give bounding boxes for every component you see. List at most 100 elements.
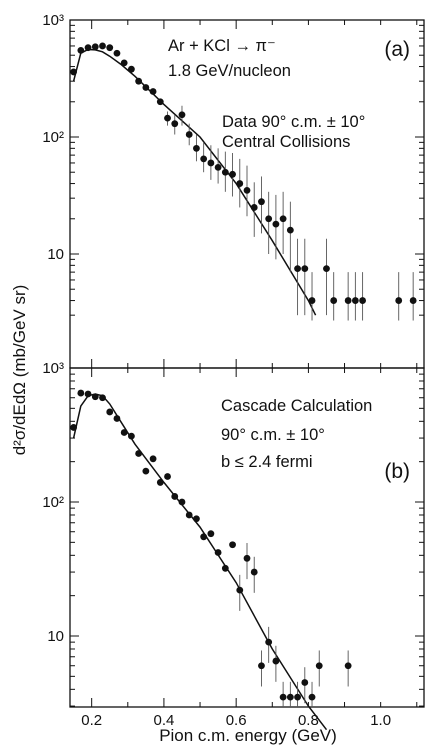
data-point	[221, 168, 229, 176]
data-point	[120, 59, 128, 67]
data-point	[106, 408, 114, 416]
data-point	[243, 554, 251, 562]
data-point	[344, 297, 352, 304]
panel-a-label: (a)	[384, 38, 410, 61]
data-point	[185, 511, 193, 519]
y-axis-title: d²σ/dEdΩ (mb/GeV sr)	[10, 285, 29, 456]
panel-a-annotation-energy: 1.8 GeV/nucleon	[168, 62, 291, 80]
panel-b-border	[69, 367, 425, 708]
data-point	[265, 215, 273, 223]
data-point	[135, 77, 143, 85]
data-point	[164, 114, 171, 122]
data-point	[142, 467, 150, 475]
model-curve	[72, 48, 317, 316]
data-point	[236, 180, 244, 187]
data-point	[279, 693, 287, 701]
data-point	[330, 297, 338, 304]
panel-b-annotation-title: Cascade Calculation	[221, 397, 372, 415]
data-point	[91, 393, 99, 401]
data-point	[171, 493, 179, 500]
data-point	[279, 215, 287, 223]
data-point	[142, 84, 150, 91]
data-point	[185, 131, 193, 138]
data-point	[106, 44, 114, 52]
y-tick-label: 10²	[42, 129, 64, 146]
data-point	[156, 98, 164, 106]
data-point	[272, 220, 280, 228]
y-tick-label: 10³	[42, 360, 64, 377]
data-point	[250, 204, 258, 211]
data-point	[156, 479, 164, 486]
data-point	[236, 586, 244, 594]
data-point	[294, 693, 301, 701]
x-tick-label: 0.4	[153, 712, 174, 729]
x-tick-label: 0.8	[298, 712, 319, 729]
data-point	[308, 297, 316, 304]
data-point	[91, 43, 99, 51]
data-point	[243, 186, 251, 194]
data-point	[221, 564, 229, 572]
x-tick-label: 0.2	[81, 712, 102, 729]
data-point	[301, 679, 309, 686]
panel-b-annotation-impact: b ≤ 2.4 fermi	[221, 453, 313, 471]
data-point	[164, 473, 171, 480]
data-point	[178, 111, 186, 119]
data-point	[308, 693, 316, 701]
panel-b-marks: 10² 10 0.2 0.4 0.6 0.8 1.0	[42, 367, 424, 731]
panel-a-annotation-centrality: Central Collisions	[222, 133, 350, 151]
data-point	[193, 144, 200, 152]
data-point	[214, 163, 222, 171]
data-point	[315, 662, 323, 670]
data-point	[214, 549, 222, 556]
data-point	[286, 693, 294, 701]
x-axis-title: Pion c.m. energy (GeV)	[159, 726, 337, 745]
data-point	[409, 297, 417, 304]
data-point	[99, 42, 106, 50]
data-point	[193, 515, 200, 523]
data-point	[178, 498, 186, 506]
panel-b-annotation-angle: 90° c.m. ± 10°	[221, 426, 325, 444]
data-point	[120, 429, 128, 436]
data-point	[359, 297, 366, 304]
data-point	[294, 265, 301, 273]
data-point	[207, 530, 215, 538]
panel-b-frame	[69, 367, 425, 708]
data-point	[128, 65, 135, 73]
panel-a-marks: 10³ 10² 10 10³	[42, 12, 424, 377]
y-tick-label: 10	[47, 628, 64, 645]
x-tick-label: 1.0	[370, 712, 391, 729]
data-point	[149, 455, 157, 463]
data-point	[344, 662, 352, 670]
data-point	[258, 662, 265, 670]
data-point	[128, 432, 135, 440]
y-tick-label: 10²	[42, 494, 64, 511]
data-point	[323, 265, 330, 273]
data-point	[258, 198, 265, 206]
data-point	[200, 155, 208, 163]
data-point	[113, 49, 121, 57]
data-point	[200, 533, 208, 541]
data-point	[77, 389, 85, 397]
model-curve	[72, 393, 328, 731]
data-point	[272, 657, 280, 665]
data-point	[207, 159, 215, 167]
data-point	[70, 68, 78, 76]
data-point	[395, 297, 403, 304]
data-point	[84, 44, 92, 52]
data-point	[149, 88, 157, 95]
y-tick-label: 10	[47, 246, 64, 263]
data-point	[265, 638, 273, 646]
data-point	[84, 390, 92, 398]
panel-a-annotation-data: Data 90° c.m. ± 10°	[222, 113, 365, 131]
panel-a-annotation-reaction: Ar + KCl → π⁻	[168, 37, 276, 55]
data-point	[351, 297, 359, 304]
x-tick-label: 0.6	[226, 712, 247, 729]
data-point	[250, 568, 258, 576]
panel-b-label: (b)	[384, 460, 410, 483]
data-point	[286, 226, 294, 234]
data-point	[70, 424, 78, 431]
data-point	[77, 46, 85, 54]
y-tick-label: 10³	[42, 12, 64, 29]
